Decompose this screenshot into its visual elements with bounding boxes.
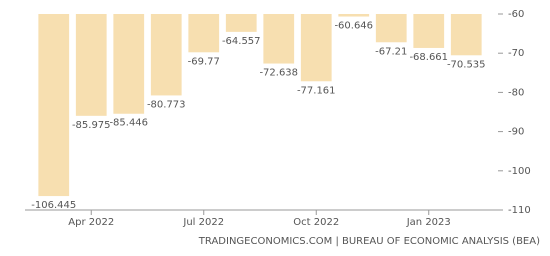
bar — [38, 14, 70, 197]
value-label: -106.445 — [31, 200, 76, 211]
bar — [450, 14, 482, 56]
value-label: -77.161 — [297, 85, 336, 96]
bar — [188, 14, 220, 53]
x-tick-label: Oct 2022 — [293, 217, 339, 228]
bar — [263, 14, 295, 64]
bar — [150, 14, 182, 96]
y-tick-label: -100 — [508, 166, 531, 177]
value-label: -64.557 — [222, 36, 261, 47]
y-tick-label: -60 — [508, 9, 524, 20]
bar — [300, 14, 332, 82]
value-label: -68.661 — [409, 52, 448, 63]
y-tick-label: -110 — [508, 205, 531, 216]
y-tick-label: -90 — [508, 127, 524, 138]
value-label: -67.21 — [375, 46, 407, 57]
bar — [75, 14, 107, 116]
y-tick-label: -70 — [508, 48, 524, 59]
x-tick-label: Apr 2022 — [68, 217, 114, 228]
value-label: -69.77 — [188, 56, 220, 67]
bar — [338, 14, 370, 17]
value-label: -85.975 — [72, 120, 111, 131]
value-label: -72.638 — [259, 68, 298, 79]
y-tick-label: -80 — [508, 87, 524, 98]
bar — [225, 14, 257, 32]
x-tick-label: Jul 2022 — [182, 217, 224, 228]
value-label: -85.446 — [109, 118, 148, 129]
bar — [113, 14, 145, 114]
bar — [375, 14, 407, 43]
source: TRADINGECONOMICS.COM | BUREAU OF ECONOMI… — [198, 236, 540, 247]
value-label: -80.773 — [147, 99, 186, 110]
x-tick-label: Jan 2023 — [406, 217, 451, 228]
value-label: -60.646 — [334, 21, 373, 32]
value-label: -70.535 — [447, 59, 486, 70]
bar — [413, 14, 445, 48]
